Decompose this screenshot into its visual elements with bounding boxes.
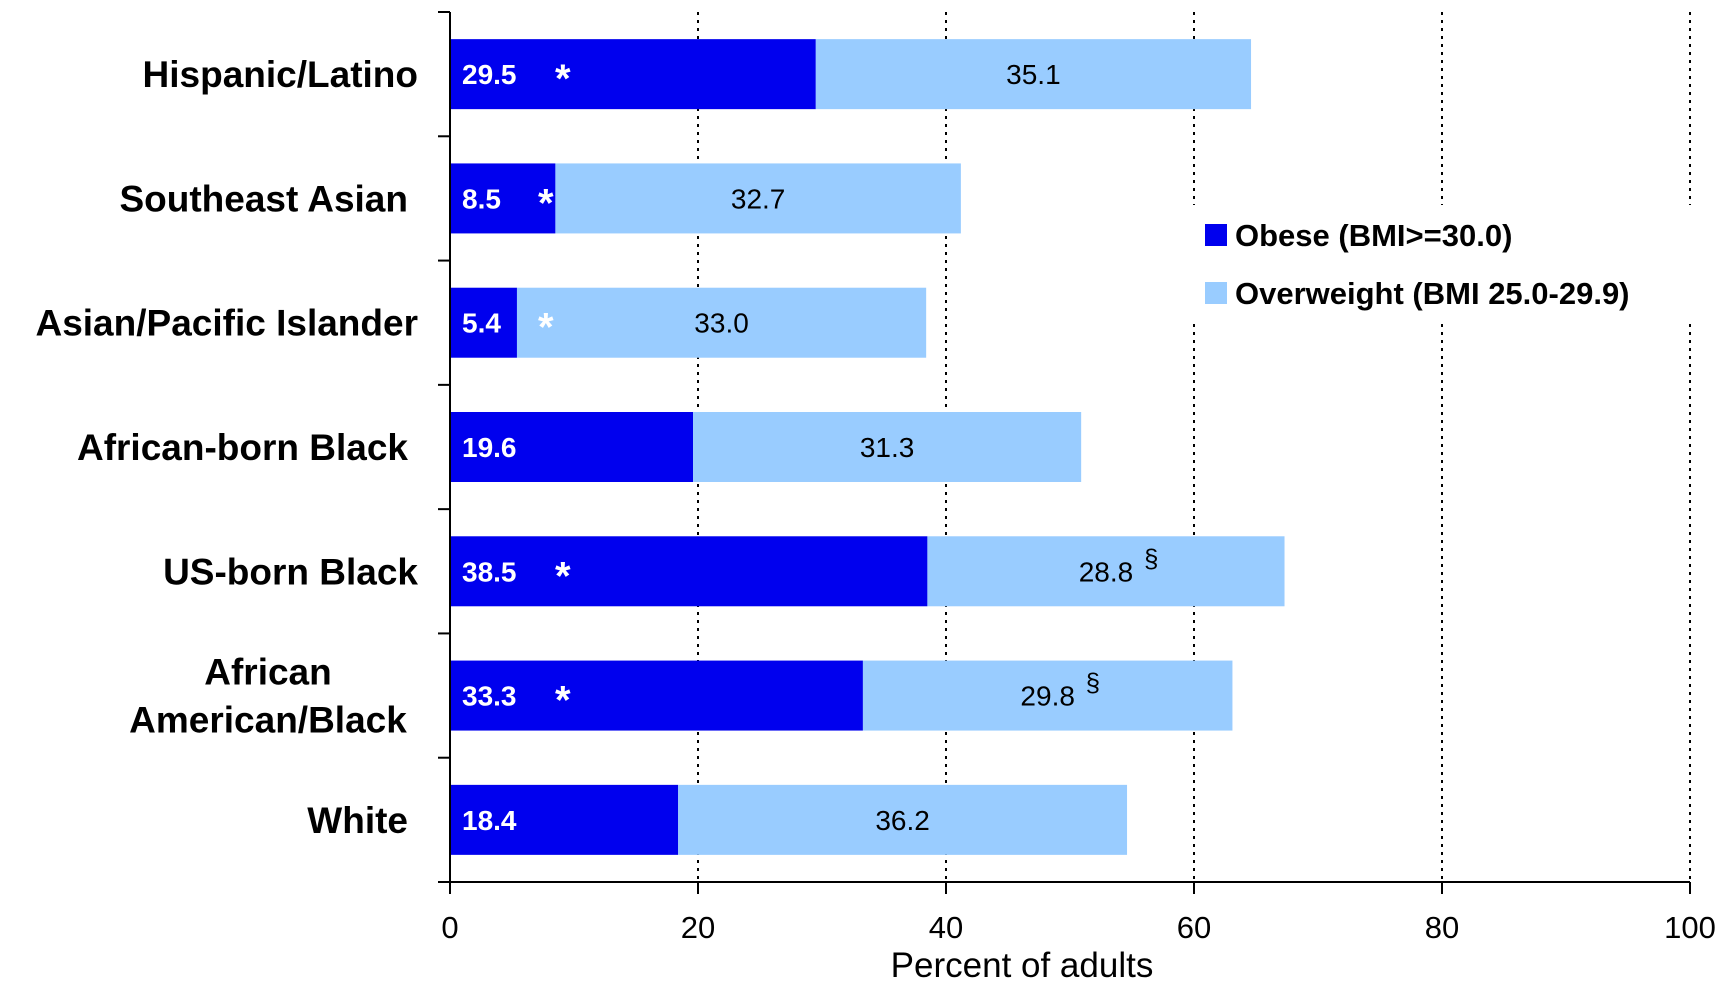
bar-overweight-5 xyxy=(862,660,1233,731)
bar-overweight-3 xyxy=(693,412,1082,482)
category-label-line: Asian/Pacific Islander xyxy=(35,303,418,344)
category-label-2: Asian/Pacific Islander xyxy=(35,303,418,344)
legend: Obese (BMI>=30.0) Overweight (BMI 25.0-29… xyxy=(1138,205,1720,323)
category-label-4: US-born Black xyxy=(163,551,418,592)
x-tick-label-40: 40 xyxy=(929,910,963,945)
legend-swatch-1 xyxy=(1205,282,1227,304)
bar-obese-3 xyxy=(450,412,694,482)
bar-obese-1 xyxy=(450,163,556,234)
data-label-overweight-1: 32.7 xyxy=(731,183,786,214)
data-label-obese-1: 8.5 xyxy=(462,183,501,214)
category-label-3: African-born Black xyxy=(77,427,408,468)
x-tick-labels: 0 20 40 60 80 100 xyxy=(441,910,1715,945)
bar-overweight-6 xyxy=(678,784,1128,855)
x-tick-label-0: 0 xyxy=(441,910,458,945)
bar-obese-4 xyxy=(450,536,928,607)
legend-swatch-0 xyxy=(1205,224,1227,246)
legend-label-1: Overweight (BMI 25.0-29.9) xyxy=(1235,276,1630,311)
significance-mark-obese-4: * xyxy=(555,554,571,598)
bars: 29.5 * 35.1 8.5 * 32.7 5.4 * 33.0 19.6 31.3 38.5 * 28… xyxy=(450,39,1285,855)
data-label-obese-3: 19.6 xyxy=(462,432,517,463)
significance-mark-overweight-5: § xyxy=(1086,668,1100,698)
data-label-overweight-5: 29.8 xyxy=(1020,681,1075,712)
data-label-obese-4: 38.5 xyxy=(462,556,517,587)
bar-obese-0 xyxy=(450,39,816,110)
data-label-overweight-0: 35.1 xyxy=(1006,59,1061,90)
bar-obese-6 xyxy=(450,784,679,855)
data-label-overweight-3: 31.3 xyxy=(860,432,915,463)
significance-mark-obese-1: * xyxy=(538,181,554,225)
x-tick-label-80: 80 xyxy=(1425,910,1459,945)
significance-mark-obese-2: * xyxy=(538,306,554,350)
category-labels: Hispanic/Latino Southeast Asian Asian/Paci… xyxy=(35,54,418,841)
bar-overweight-2 xyxy=(516,287,927,358)
x-tick-label-100: 100 xyxy=(1664,910,1716,945)
significance-mark-overweight-4: § xyxy=(1144,543,1158,573)
significance-mark-obese-0: * xyxy=(555,57,571,101)
data-label-overweight-6: 36.2 xyxy=(875,805,930,836)
x-tick-label-60: 60 xyxy=(1177,910,1211,945)
category-label-5: African American/Black xyxy=(129,652,407,741)
category-label-line: Hispanic/Latino xyxy=(143,54,418,95)
data-label-obese-6: 18.4 xyxy=(462,805,517,836)
data-label-obese-2: 5.4 xyxy=(462,308,501,339)
category-label-1: Southeast Asian xyxy=(119,178,408,219)
axes xyxy=(438,11,1691,894)
data-label-overweight-4: 28.8 xyxy=(1079,556,1134,587)
significance-mark-obese-5: * xyxy=(555,679,571,723)
category-label-line: US-born Black xyxy=(163,551,418,592)
category-label-line: African-born Black xyxy=(77,427,408,468)
x-axis-label: Percent of adults xyxy=(891,946,1154,984)
bar-overweight-0 xyxy=(815,39,1252,110)
bar-overweight-1 xyxy=(555,163,961,234)
x-tick-label-20: 20 xyxy=(681,910,715,945)
category-label-line: White xyxy=(307,800,408,841)
legend-label-0: Obese (BMI>=30.0) xyxy=(1235,218,1512,253)
bar-overweight-4 xyxy=(927,536,1285,607)
category-label-line: American/Black xyxy=(129,700,407,741)
category-label-0: Hispanic/Latino xyxy=(143,54,418,95)
bar-obese-5 xyxy=(450,660,863,731)
legend-box xyxy=(1138,205,1720,323)
data-label-overweight-2: 33.0 xyxy=(694,308,749,339)
category-label-line: Southeast Asian xyxy=(119,178,408,219)
bar-obese-2 xyxy=(450,287,517,358)
data-label-obese-0: 29.5 xyxy=(462,59,517,90)
category-label-6: White xyxy=(307,800,408,841)
data-label-obese-5: 33.3 xyxy=(462,681,517,712)
category-label-line: African xyxy=(204,652,331,693)
